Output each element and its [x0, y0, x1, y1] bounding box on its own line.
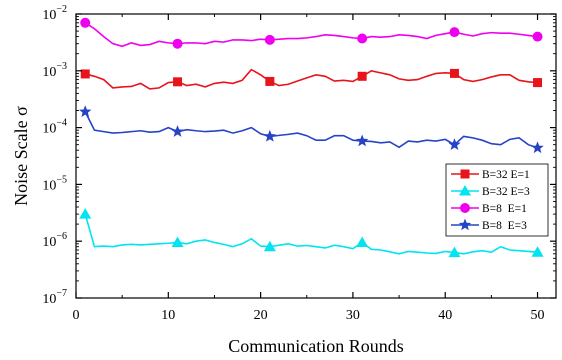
x-tick-label: 40	[438, 308, 452, 323]
data-point	[80, 17, 91, 28]
x-tick-label: 20	[254, 308, 268, 323]
data-point	[173, 77, 183, 87]
x-axis-title: Communication Rounds	[228, 336, 404, 356]
plot-frame	[75, 13, 557, 299]
data-point	[533, 78, 543, 88]
data-point	[357, 33, 368, 44]
data-point	[171, 125, 184, 137]
legend-label: B=32 E=1	[482, 169, 530, 181]
y-axis-title: Noise Scale σ	[11, 106, 31, 206]
y-tick-label: 10−7	[42, 288, 67, 307]
data-point	[264, 34, 275, 45]
data-point	[171, 236, 184, 247]
data-point	[172, 38, 183, 49]
y-tick-label: 10−2	[42, 4, 67, 23]
legend-label: B=8 E=1	[482, 203, 527, 215]
x-tick-label: 10	[161, 308, 175, 323]
series-line	[84, 111, 538, 149]
data-point	[265, 76, 275, 86]
data-point	[449, 27, 460, 38]
legend-swatch-marker	[459, 185, 471, 196]
y-tick-label: 10−5	[42, 174, 67, 193]
series-line	[84, 213, 538, 255]
y-tick-label: 10−4	[42, 118, 67, 137]
data-point	[357, 71, 367, 81]
data-point	[79, 105, 92, 118]
legend-swatch-marker	[458, 218, 472, 231]
series-0	[80, 68, 543, 90]
series-2	[80, 17, 543, 49]
legend: B=32 E=1 B=32 E=3 B=8 E=1 B=8 E=3	[445, 163, 549, 237]
plot-area	[79, 17, 544, 258]
data-point	[532, 31, 543, 42]
series-3	[79, 105, 544, 154]
data-point	[79, 208, 92, 219]
data-point	[449, 68, 459, 78]
legend-swatch-marker	[460, 169, 470, 179]
data-point	[263, 240, 276, 252]
x-tick-label: 0	[73, 308, 80, 323]
legend-swatch-marker	[460, 203, 470, 213]
data-point	[531, 141, 544, 154]
series-line	[85, 68, 538, 90]
data-point	[355, 134, 369, 147]
legend-label: B=32 E=3	[482, 186, 530, 198]
axes: 0 10 20 30 40 50 10−7 10−6 10−5 10−4 10−3 10−2	[42, 4, 557, 323]
data-point	[448, 246, 461, 258]
x-tick-label: 50	[531, 308, 545, 323]
y-tick-label: 10−6	[42, 231, 67, 250]
legend-label: B=8 E=3	[482, 220, 527, 232]
data-point	[80, 69, 90, 79]
data-point	[263, 129, 277, 142]
data-point	[531, 246, 544, 257]
data-point	[448, 138, 461, 150]
x-tick-label: 30	[346, 308, 360, 323]
series-line	[84, 22, 538, 48]
data-point	[356, 236, 369, 247]
series-1	[79, 208, 544, 258]
y-tick-label: 10−3	[42, 61, 67, 80]
